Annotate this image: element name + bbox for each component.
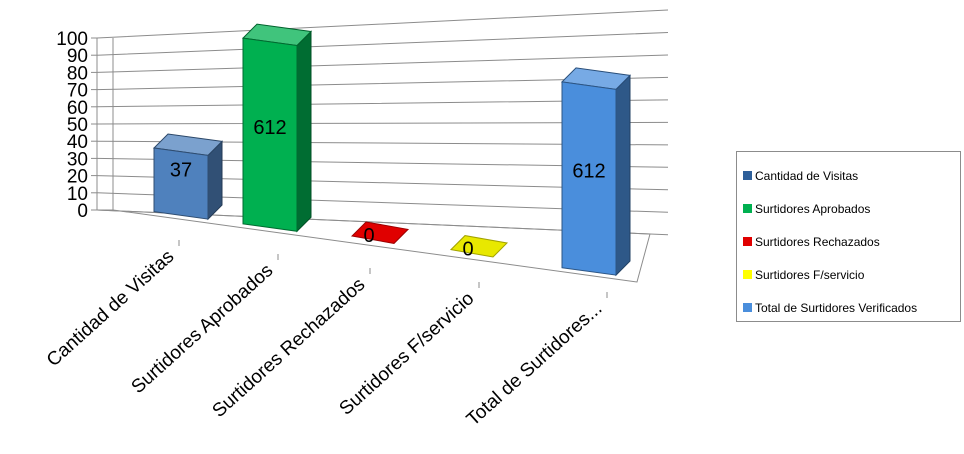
legend-item: Surtidores Rechazados xyxy=(737,225,960,258)
bar-2: 0 xyxy=(350,221,410,247)
data-label: 0 xyxy=(462,239,473,261)
y-tick-label: 40 xyxy=(67,132,88,153)
legend-label: Surtidores Rechazados xyxy=(755,234,880,249)
x-tick-label: Surtidores F/servicio xyxy=(336,288,479,419)
y-tick-label: 80 xyxy=(67,63,88,84)
bar-side xyxy=(615,74,631,277)
legend-swatch xyxy=(743,204,752,213)
bars: 37 612 0 0 612 xyxy=(152,23,632,277)
y-tick-label: 90 xyxy=(67,46,88,67)
legend-item: Surtidores Aprobados xyxy=(737,192,960,225)
bar-side xyxy=(296,30,312,233)
gridline xyxy=(96,9,669,39)
legend-label: Cantidad de Visitas xyxy=(755,168,859,183)
y-tick-label: 10 xyxy=(67,184,88,205)
legend-item: Total de Surtidores Verificados xyxy=(737,291,960,324)
data-label: 37 xyxy=(170,160,192,182)
data-label: 612 xyxy=(253,117,286,139)
legend-swatch xyxy=(743,303,752,312)
legend-label: Surtidores F/servicio xyxy=(755,267,865,282)
y-tick-label: 60 xyxy=(67,98,88,119)
bar-front xyxy=(561,81,617,276)
bar-top xyxy=(449,235,509,258)
bar-1: 612 xyxy=(241,23,313,233)
legend-swatch xyxy=(743,270,752,279)
y-tick-label: 50 xyxy=(67,115,88,136)
legend-label: Total de Surtidores Verificados xyxy=(755,300,918,315)
bar-0: 37 xyxy=(152,133,224,221)
bar-front xyxy=(153,147,209,220)
bar-3: 0 xyxy=(449,235,509,261)
y-tick-label: 30 xyxy=(67,149,88,170)
legend: Cantidad de Visitas Surtidores Aprobados S… xyxy=(736,151,961,322)
x-tick-label: Total de Surtidores... xyxy=(463,298,607,430)
gridline xyxy=(96,99,669,108)
legend-label: Surtidores Aprobados xyxy=(755,201,871,216)
legend-swatch xyxy=(743,171,752,180)
legend-item: Cantidad de Visitas xyxy=(737,159,960,192)
legend-item: Surtidores F/servicio xyxy=(737,258,960,291)
y-tick-label: 70 xyxy=(67,81,88,102)
y-tick-label: 0 xyxy=(77,201,88,222)
gridline xyxy=(96,121,669,125)
bar-4: 612 xyxy=(560,67,632,277)
gridline xyxy=(96,76,669,91)
data-label: 612 xyxy=(572,161,605,183)
bar-front xyxy=(242,37,298,232)
gridline xyxy=(96,32,669,56)
gridline xyxy=(96,54,669,73)
y-tick-label: 20 xyxy=(67,167,88,188)
bar-top xyxy=(350,221,410,244)
data-label: 0 xyxy=(363,225,374,247)
legend-swatch xyxy=(743,237,752,246)
x-tick-label: Cantidad de Visitas xyxy=(43,246,178,371)
y-tick-label: 100 xyxy=(56,29,88,50)
